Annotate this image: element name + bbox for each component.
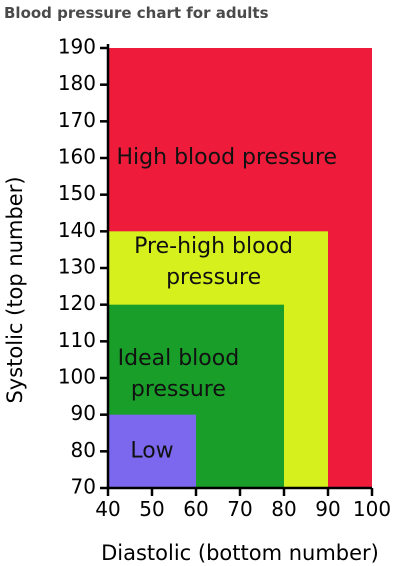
zone-low [108,414,196,488]
y-tick-label-160: 160 [58,145,96,169]
axes-layer: 70 80 90 100 110 120 130 140 150 160 170 180 190 40 50… [58,35,391,522]
y-tick-label-110: 110 [58,328,96,352]
zone-label-high-blood-pressure: High blood pressure [117,145,338,170]
zone-label-ideal-blood-pressure-line-1: Ideal blood [118,346,240,371]
zone-labels-layer: High blood pressure Pre-high blood pressur… [117,145,338,463]
y-tick-label-140: 140 [58,218,96,242]
x-axis-label: Diastolic (bottom number) [101,541,379,565]
y-tick-label-130: 130 [58,255,96,279]
zone-label-pre-high-blood-pressure-line-2: pressure [166,265,261,290]
y-tick-label-120: 120 [58,291,96,315]
x-tick-label-40: 40 [95,497,120,521]
x-tick-label-100: 100 [353,497,391,521]
y-tick-label-100: 100 [58,365,96,389]
y-tick-label-170: 170 [58,108,96,132]
zone-label-ideal-blood-pressure-line-2: pressure [131,377,226,402]
zone-label-low: Low [130,438,173,463]
y-tick-label-80: 80 [71,438,96,462]
x-tick-label-60: 60 [183,497,208,521]
y-tick-label-180: 180 [58,71,96,95]
y-tick-label-150: 150 [58,181,96,205]
x-tick-label-70: 70 [227,497,252,521]
x-tick-label-90: 90 [315,497,340,521]
y-tick-label-70: 70 [71,475,96,499]
page-title: Blood pressure chart for adults [4,4,269,22]
zones-layer [108,48,372,489]
zone-label-pre-high-blood-pressure-line-1: Pre-high blood [134,234,293,259]
y-tick-label-90: 90 [71,401,96,425]
x-tick-label-50: 50 [139,497,164,521]
y-axis-label: Systolic (top number) [3,176,27,403]
x-tick-label-80: 80 [271,497,296,521]
y-tick-label-190: 190 [58,35,96,59]
